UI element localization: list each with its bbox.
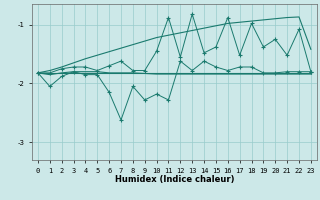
X-axis label: Humidex (Indice chaleur): Humidex (Indice chaleur) bbox=[115, 175, 234, 184]
